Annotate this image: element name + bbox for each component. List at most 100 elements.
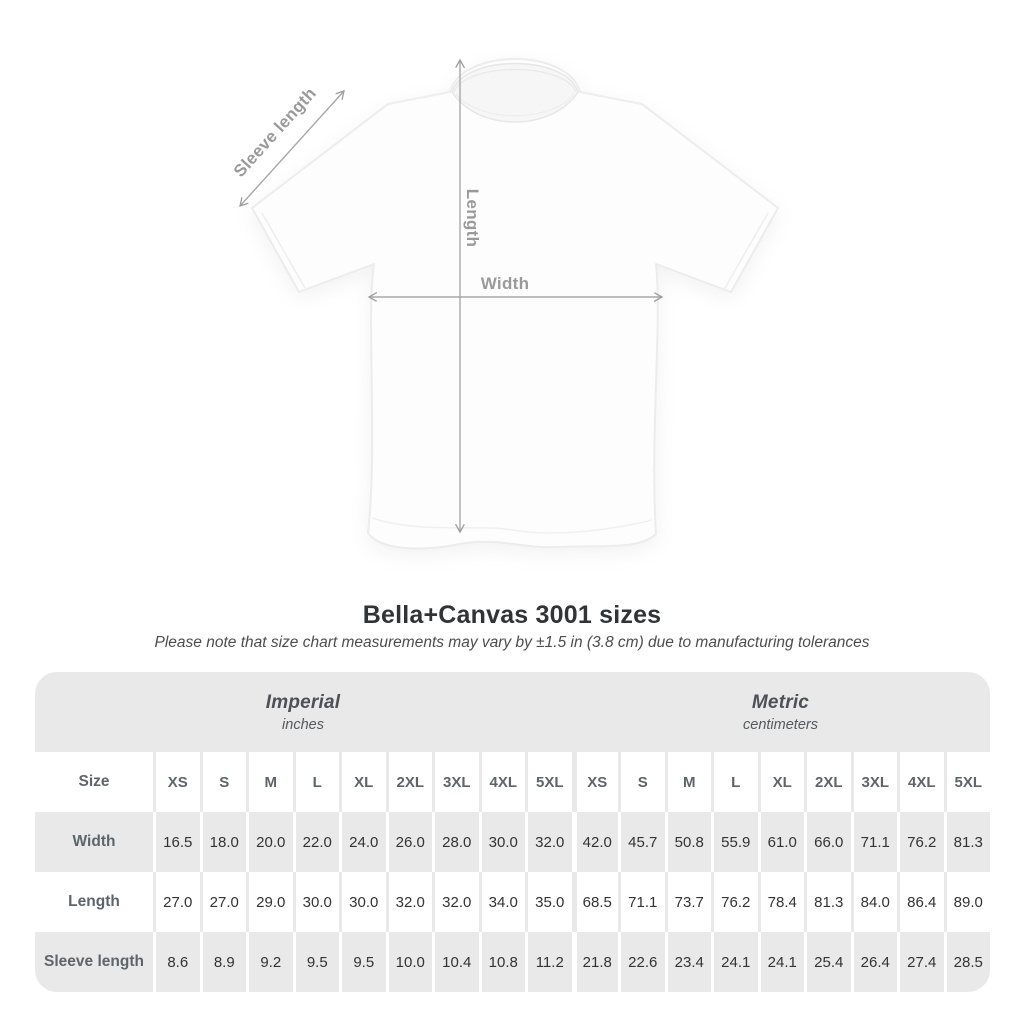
size-column-header: M bbox=[664, 752, 712, 812]
size-column-header: XL bbox=[757, 752, 805, 812]
size-column-header: XS bbox=[153, 752, 200, 812]
size-column-header: 4XL bbox=[478, 752, 526, 812]
size-chart-table: Imperial inches Metric centimeters Size X… bbox=[35, 672, 990, 992]
table-cell: 20.0 bbox=[246, 812, 293, 872]
table-cell: 73.7 bbox=[664, 872, 712, 932]
table-cell: 34.0 bbox=[478, 872, 526, 932]
table-cell: 55.9 bbox=[711, 812, 758, 872]
table-cell: 76.2 bbox=[897, 812, 944, 872]
table-cell: 28.5 bbox=[943, 932, 991, 992]
table-cell: 22.0 bbox=[292, 812, 340, 872]
table-cell: 32.0 bbox=[432, 872, 479, 932]
table-cell: 26.0 bbox=[385, 812, 433, 872]
metric-label: Metric bbox=[751, 691, 810, 713]
size-column-header: XS bbox=[571, 752, 619, 812]
table-cell: 23.4 bbox=[664, 932, 712, 992]
table-cell: 26.4 bbox=[850, 932, 898, 992]
table-cell: 71.1 bbox=[850, 812, 898, 872]
tshirt-neckline-seam bbox=[455, 93, 575, 117]
table-cell: 30.0 bbox=[478, 812, 526, 872]
table-cell: 27.4 bbox=[897, 932, 944, 992]
size-column-header: 2XL bbox=[385, 752, 433, 812]
tshirt-svg: Length Width Sleeve length bbox=[230, 58, 779, 550]
imperial-label: Imperial bbox=[265, 691, 341, 713]
tshirt-measurement-diagram: Length Width Sleeve length bbox=[230, 58, 779, 550]
table-cell: 32.0 bbox=[385, 872, 433, 932]
table-cell: 29.0 bbox=[246, 872, 293, 932]
size-column-header: XL bbox=[339, 752, 386, 812]
table-cell: 45.7 bbox=[618, 812, 665, 872]
size-column-header: L bbox=[292, 752, 340, 812]
table-cell: 8.6 bbox=[153, 932, 200, 992]
table-cell: 27.0 bbox=[153, 872, 200, 932]
table-cell: 10.8 bbox=[478, 932, 526, 992]
table-cell: 68.5 bbox=[571, 872, 619, 932]
table-row: Length 27.0 27.0 29.0 30.0 30.0 32.0 32.0 34.0 35… bbox=[35, 872, 990, 932]
table-cell: 25.4 bbox=[804, 932, 851, 992]
table-cell: 81.3 bbox=[943, 812, 991, 872]
tshirt-hem-seam bbox=[371, 517, 653, 534]
tshirt-body bbox=[251, 58, 779, 550]
table-cell: 81.3 bbox=[804, 872, 851, 932]
table-cell: 76.2 bbox=[711, 872, 758, 932]
table-cell: 66.0 bbox=[804, 812, 851, 872]
table-cell: 22.6 bbox=[618, 932, 665, 992]
table-cell: 16.5 bbox=[153, 812, 200, 872]
metric-unit: centimeters bbox=[743, 716, 818, 733]
size-column-header: 5XL bbox=[525, 752, 572, 812]
table-cell: 61.0 bbox=[757, 812, 805, 872]
table-cell: 84.0 bbox=[850, 872, 898, 932]
length-label: Length bbox=[463, 189, 482, 247]
row-label: Sleeve length bbox=[44, 953, 144, 970]
tolerance-note: Please note that size chart measurements… bbox=[154, 634, 870, 651]
table-row: Width 16.5 18.0 20.0 22.0 24.0 26.0 28.0 30.0 32.… bbox=[35, 812, 990, 872]
table-cell: 89.0 bbox=[943, 872, 991, 932]
table-cell: 32.0 bbox=[525, 812, 572, 872]
table-cell: 86.4 bbox=[897, 872, 944, 932]
size-column-header: 4XL bbox=[897, 752, 944, 812]
sleeve-length-arrow bbox=[240, 91, 344, 206]
size-column-header: L bbox=[711, 752, 758, 812]
imperial-group-header: Imperial inches bbox=[35, 672, 571, 752]
size-column-header: 3XL bbox=[432, 752, 479, 812]
size-column-header: M bbox=[246, 752, 293, 812]
table-cell: 24.1 bbox=[711, 932, 758, 992]
width-label: Width bbox=[481, 274, 530, 293]
table-cell: 9.5 bbox=[339, 932, 386, 992]
imperial-unit: inches bbox=[282, 716, 324, 733]
table-cell: 11.2 bbox=[525, 932, 572, 992]
table-cell: 35.0 bbox=[525, 872, 572, 932]
row-label: Length bbox=[68, 893, 120, 910]
table-cell: 8.9 bbox=[199, 932, 247, 992]
metric-group-header: Metric centimeters bbox=[571, 672, 990, 752]
size-column-header: S bbox=[199, 752, 247, 812]
row-label: Size bbox=[78, 773, 110, 790]
tshirt-neck-opening bbox=[451, 62, 579, 123]
table-cell: 9.2 bbox=[246, 932, 293, 992]
size-column-header: 2XL bbox=[804, 752, 851, 812]
row-label: Width bbox=[72, 833, 116, 850]
table-cell: 50.8 bbox=[664, 812, 712, 872]
table-cell: 30.0 bbox=[292, 872, 340, 932]
table-cell: 42.0 bbox=[571, 812, 619, 872]
table-cell: 71.1 bbox=[618, 872, 665, 932]
table-cell: 78.4 bbox=[757, 872, 805, 932]
table-cell: 10.0 bbox=[385, 932, 433, 992]
tshirt-cuff-seams bbox=[261, 212, 769, 289]
size-header-row: Size XS S M L XL 2XL 3XL 4XL 5XL XS S M L XL 2XL 3XL 4XL 5… bbox=[35, 752, 990, 812]
page-title: Bella+Canvas 3001 sizes bbox=[362, 601, 662, 629]
size-column-header: 5XL bbox=[943, 752, 991, 812]
table-cell: 10.4 bbox=[432, 932, 479, 992]
table-cell: 28.0 bbox=[432, 812, 479, 872]
size-column-header: S bbox=[618, 752, 665, 812]
tshirt-shoulder-seams bbox=[389, 91, 641, 105]
table-rows: Size XS S M L XL 2XL 3XL 4XL 5XL XS S M L XL 2XL 3XL 4XL 5… bbox=[35, 752, 990, 992]
table-cell: 27.0 bbox=[199, 872, 247, 932]
unit-group-band: Imperial inches Metric centimeters bbox=[35, 672, 990, 752]
table-cell: 9.5 bbox=[292, 932, 340, 992]
table-cell: 21.8 bbox=[571, 932, 619, 992]
size-column-header: 3XL bbox=[850, 752, 898, 812]
table-row: Sleeve length 8.6 8.9 9.2 9.5 9.5 10.0 10.4 10.8… bbox=[35, 932, 990, 992]
table-cell: 18.0 bbox=[199, 812, 247, 872]
